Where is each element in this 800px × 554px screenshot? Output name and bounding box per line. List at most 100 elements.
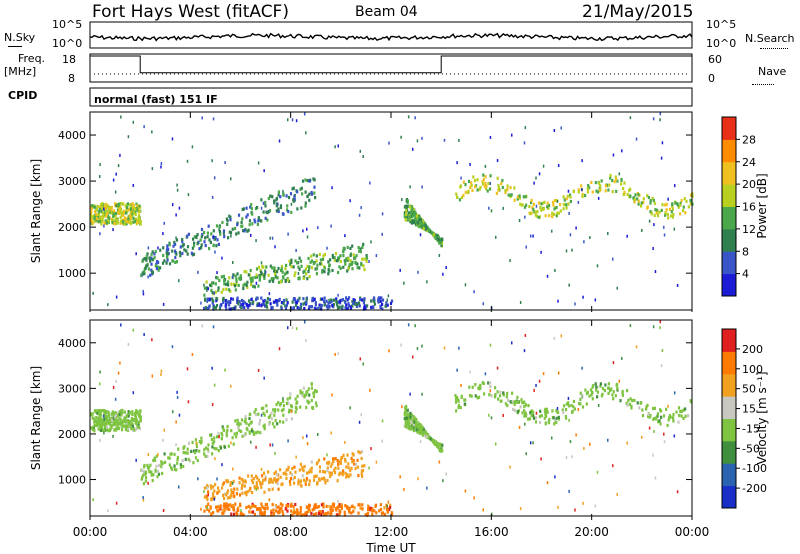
data-cell <box>364 513 367 517</box>
data-cell <box>351 261 354 265</box>
data-cell <box>224 299 227 303</box>
data-cell <box>479 185 482 190</box>
data-cell <box>335 297 338 301</box>
data-cell <box>437 445 440 449</box>
data-cell <box>311 297 314 301</box>
data-cell <box>240 220 243 224</box>
data-cell <box>111 416 114 420</box>
data-cell <box>620 182 623 186</box>
data-cell <box>548 214 551 218</box>
data-cell <box>318 252 321 256</box>
data-cell <box>235 232 238 236</box>
data-cell <box>226 507 229 511</box>
data-cell <box>95 218 98 222</box>
data-cell <box>116 422 120 426</box>
speck <box>621 356 623 360</box>
data-cell <box>210 232 213 236</box>
data-cell <box>332 504 335 508</box>
speck <box>529 441 532 445</box>
data-cell <box>441 237 444 241</box>
data-cell <box>362 301 365 305</box>
speck <box>142 289 144 293</box>
data-cell <box>126 220 129 224</box>
speck <box>482 302 485 306</box>
data-cell <box>346 298 349 302</box>
data-cell <box>299 305 302 309</box>
data-cell <box>287 504 290 508</box>
data-cell <box>591 385 594 389</box>
data-cell <box>659 409 663 413</box>
data-cell <box>499 394 502 398</box>
data-cell <box>341 456 344 460</box>
data-cell <box>318 469 322 473</box>
data-cell <box>128 420 131 424</box>
data-cell <box>179 463 182 467</box>
data-cell <box>273 199 276 203</box>
data-cell <box>323 296 326 300</box>
speck <box>99 163 101 167</box>
speck <box>117 371 120 375</box>
speck <box>147 481 149 485</box>
data-cell <box>119 202 122 206</box>
data-cell <box>297 265 300 269</box>
data-cell <box>249 276 252 281</box>
data-cell <box>236 223 239 227</box>
speck <box>582 501 584 505</box>
data-cell <box>326 306 329 310</box>
data-cell <box>403 412 406 416</box>
data-cell <box>229 503 232 507</box>
data-cell <box>116 419 119 423</box>
data-cell <box>262 299 265 303</box>
data-cell <box>243 420 246 424</box>
data-cell <box>246 428 249 432</box>
data-cell <box>629 397 632 401</box>
speck <box>370 240 372 244</box>
speck <box>240 302 242 306</box>
data-cell <box>203 240 206 244</box>
data-cell <box>248 489 251 493</box>
data-cell <box>153 456 156 460</box>
data-cell <box>296 190 299 194</box>
data-cell <box>312 253 315 257</box>
data-cell <box>348 510 351 514</box>
data-cell <box>329 474 332 479</box>
data-cell <box>357 474 360 478</box>
data-cell <box>145 476 148 480</box>
data-cell <box>289 262 292 266</box>
data-cell <box>299 302 303 306</box>
data-cell <box>246 285 249 289</box>
data-cell <box>259 275 262 279</box>
data-cell <box>555 420 558 425</box>
data-cell <box>210 284 213 288</box>
data-cell <box>303 478 306 482</box>
data-cell <box>631 399 634 403</box>
data-cell <box>361 298 364 302</box>
data-cell <box>426 433 429 437</box>
data-cell <box>212 485 215 489</box>
data-cell <box>297 480 300 484</box>
data-cell <box>216 505 219 509</box>
data-cell <box>93 423 96 428</box>
data-cell <box>609 173 612 177</box>
data-cell <box>263 427 266 431</box>
data-cell <box>410 420 413 424</box>
data-cell <box>413 416 416 420</box>
speck <box>132 120 135 124</box>
speck <box>387 294 390 298</box>
data-cell <box>569 199 572 204</box>
data-cell <box>406 214 409 218</box>
data-cell <box>232 491 235 495</box>
data-cell <box>315 272 318 276</box>
data-cell <box>101 202 104 206</box>
data-cell <box>285 476 288 480</box>
speck <box>542 372 545 376</box>
speck <box>211 403 214 407</box>
data-cell <box>117 211 120 215</box>
speck <box>112 178 115 182</box>
speck <box>334 145 336 149</box>
speck <box>370 447 372 451</box>
data-cell <box>515 400 518 404</box>
data-cell <box>243 484 246 488</box>
speck <box>157 246 159 250</box>
